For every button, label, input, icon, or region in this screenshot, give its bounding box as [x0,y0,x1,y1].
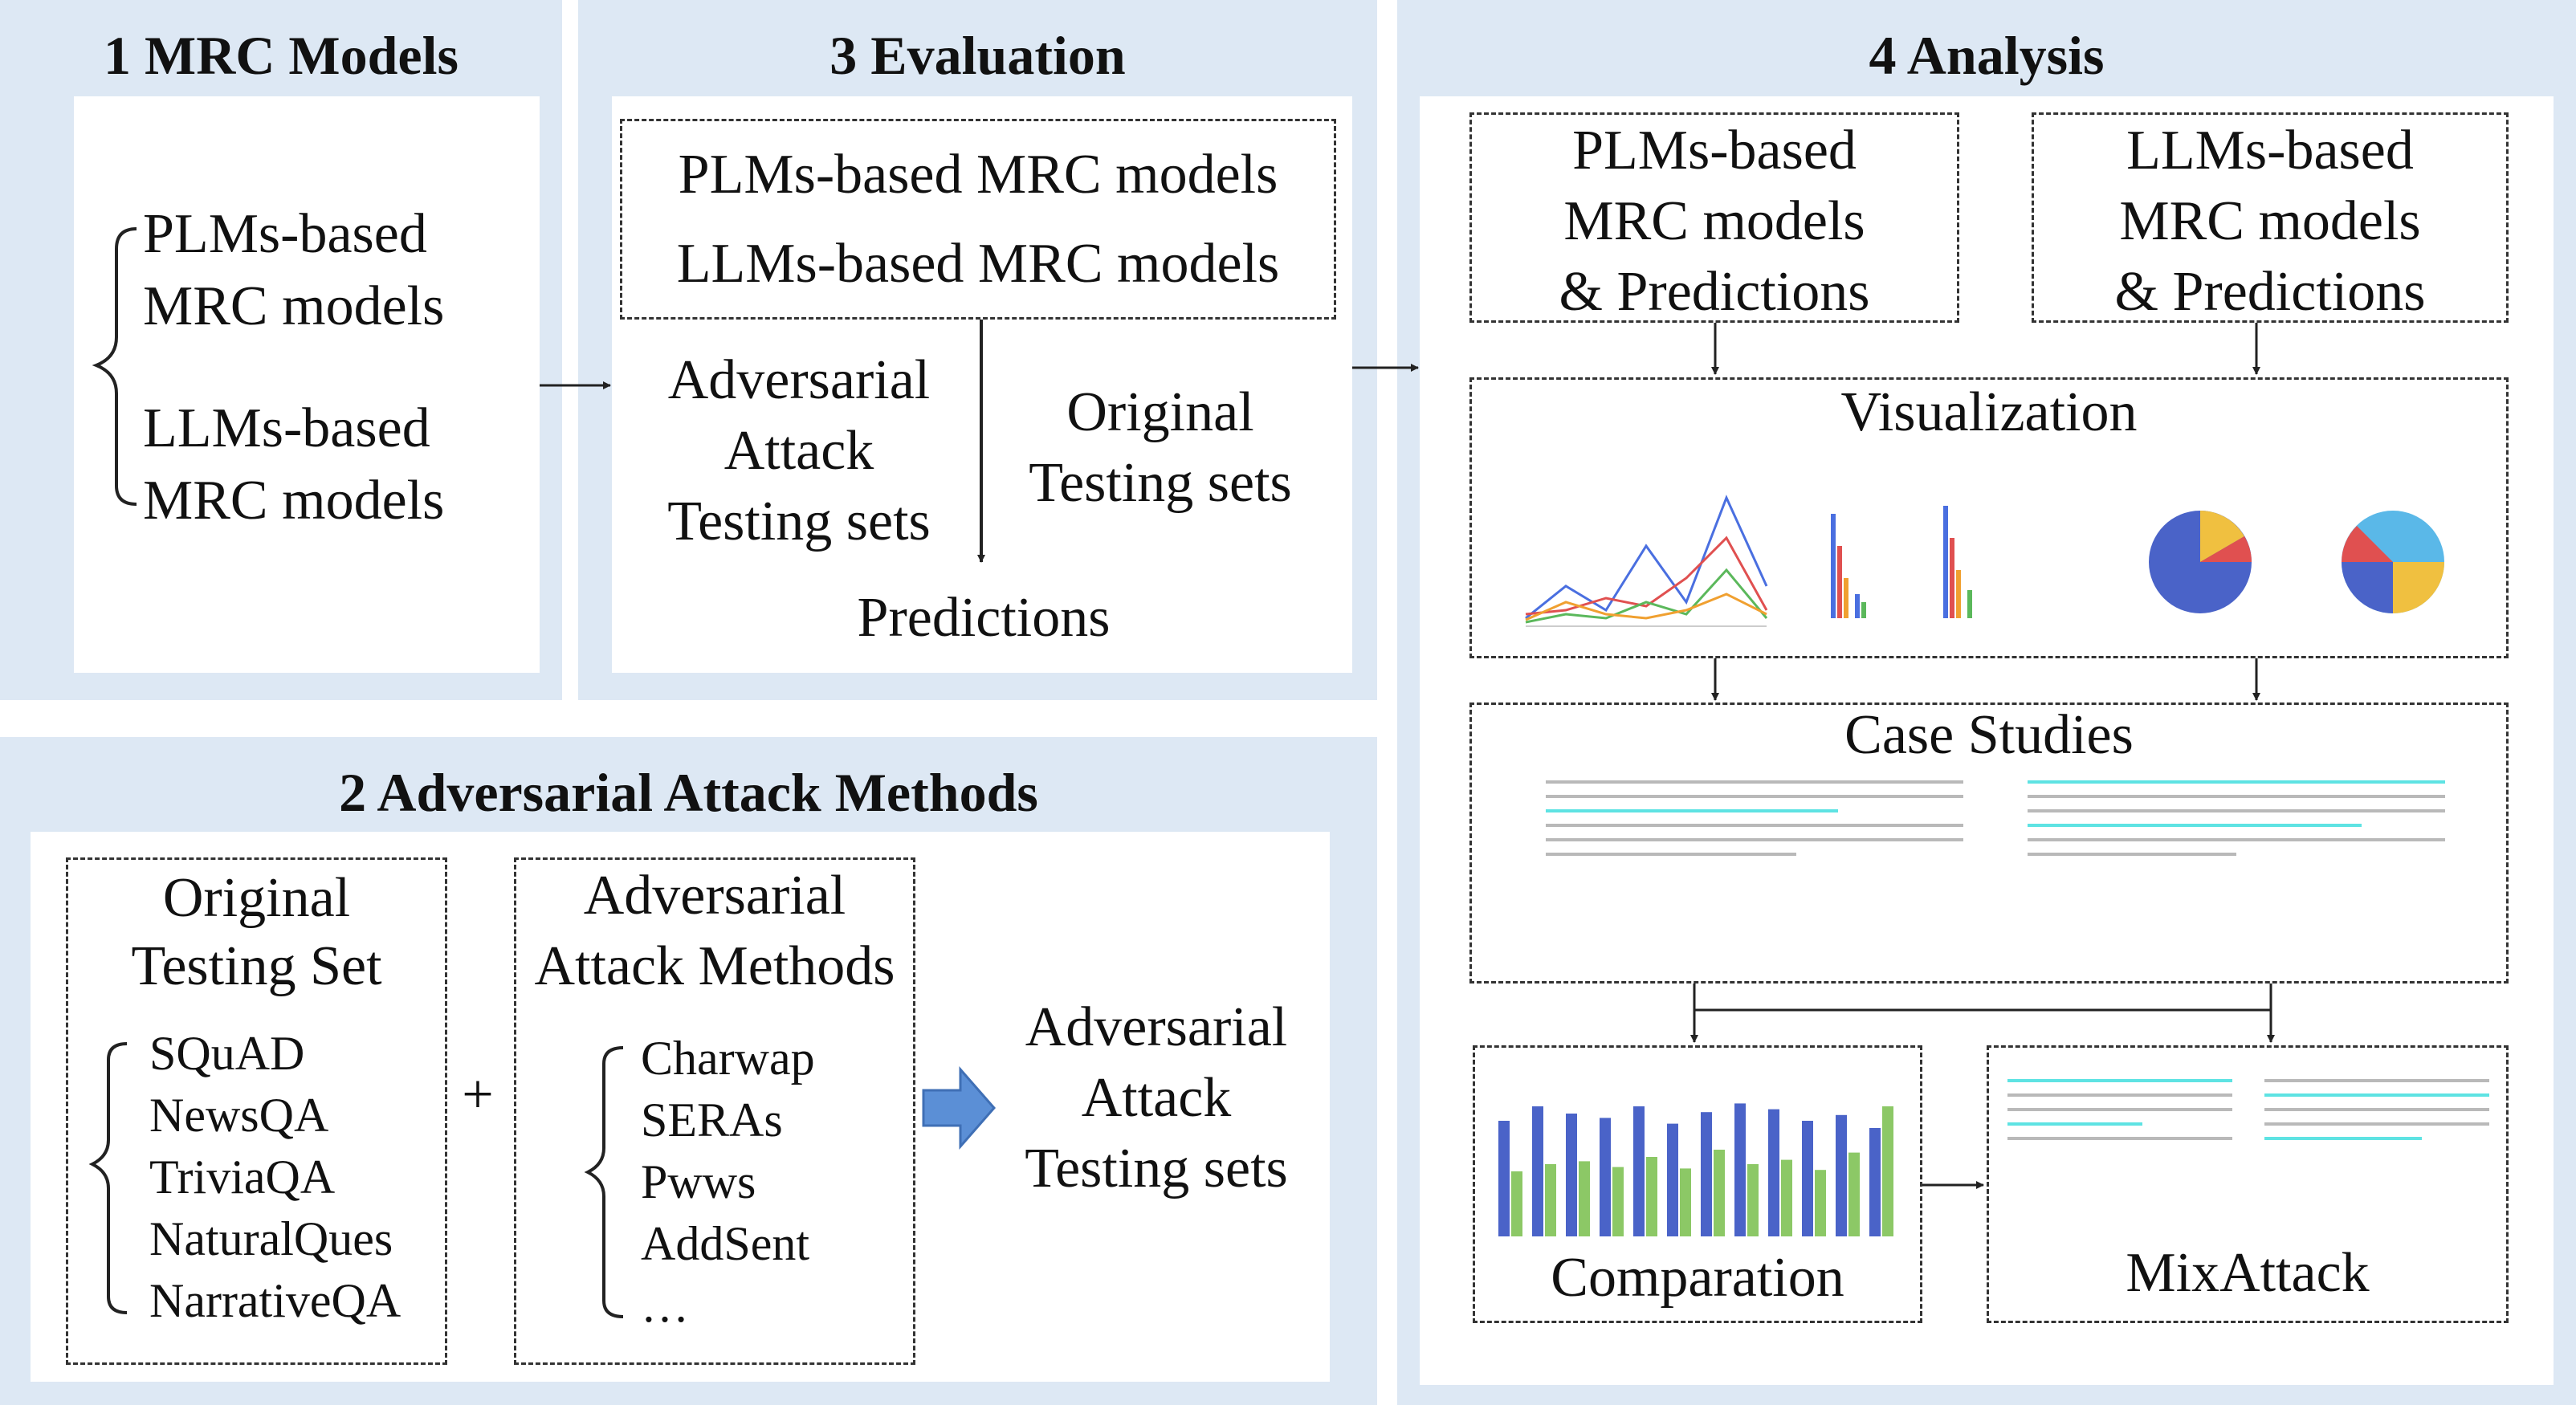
panel-mrc-models-title: 1 MRC Models [104,25,459,86]
evaluation-llm-models: LLMs-based MRC models [676,233,1280,295]
attack-methods-l2: Attack Methods [534,935,895,997]
panel-attack-methods-title: 2 Adversarial Attack Methods [339,762,1038,823]
thumb-bar [1882,1106,1893,1236]
original-testing-set-l2: Testing Set [131,935,382,997]
evaluation-models-box [620,119,1336,320]
mrc-llm-label-2: MRC models [143,470,445,531]
evaluation-adv-l3: Testing sets [667,491,931,552]
thumb-bar [1781,1159,1792,1236]
panel-mrc-models-body [74,96,540,673]
thumb-bar [1566,1114,1577,1236]
dataset-item: TriviaQA [149,1150,336,1203]
mixattack-left [2007,1068,2232,1151]
mixattack-label: MixAttack [2126,1242,2370,1304]
thumb-bar [1869,1128,1881,1236]
evaluation-predictions: Predictions [857,587,1111,649]
mixattack-right [2264,1068,2489,1151]
pie-charts-thumb [2149,511,2444,613]
original-testing-set-box [66,857,447,1365]
dataset-item: SQuAD [149,1027,305,1080]
visualization-label: Visualization [1840,381,2138,443]
attack-methods-l1: Adversarial [583,865,846,926]
plm-predictions-l1: PLMs-based [1572,120,1857,181]
llm-predictions-l3: & Predictions [2114,261,2426,323]
attack-methods-box [514,857,915,1365]
plus-sign: + [462,1064,494,1126]
thumb-bar [1747,1164,1759,1236]
thumb-bar [1532,1106,1543,1236]
thumb-bar [1612,1167,1624,1236]
bar-charts-thumb [1831,506,1972,618]
visualization-thumbnail [1494,450,2489,642]
llm-predictions-box [2032,112,2509,323]
thumb-bar [1680,1168,1691,1236]
result-l3: Testing sets [1025,1138,1288,1199]
mrc-llm-label-1: LLMs-based [143,397,430,459]
plm-predictions-box [1469,112,1959,323]
case-studies-label: Case Studies [1844,704,2134,766]
method-item: AddSent [641,1217,809,1270]
thumb-bar [1600,1118,1611,1236]
mrc-plm-label-1: PLMs-based [143,203,427,265]
case-studies-thumbnail [1546,769,2461,962]
thumb-bar [1848,1152,1860,1236]
panel-evaluation-title: 3 Evaluation [829,25,1126,86]
dataset-item: NaturalQues [149,1212,393,1265]
plm-predictions-l3: & Predictions [1559,261,1870,323]
llm-predictions-l2: MRC models [2119,190,2421,252]
thumb-bar [1545,1164,1556,1236]
thumb-bar [1815,1170,1826,1236]
evaluation-plm-models: PLMs-based MRC models [678,144,1278,206]
thumb-bar [1802,1121,1813,1236]
evaluation-orig-l1: Original [1066,381,1254,443]
method-item: Pwws [641,1155,756,1208]
method-item: SERAs [641,1093,783,1146]
evaluation-adv-l2: Attack [723,420,874,482]
case-study-left [1546,769,1963,867]
mixattack-thumbnail [2007,1068,2489,1228]
line-chart-thumb [1525,495,1768,627]
thumb-bar [1633,1106,1645,1236]
llm-predictions-l1: LLMs-based [2126,120,2414,181]
thumb-bar [1667,1123,1678,1236]
method-item: … [641,1279,689,1332]
result-l1: Adversarial [1025,996,1288,1058]
evaluation-orig-l2: Testing sets [1029,452,1292,514]
thumb-bar [1646,1157,1657,1236]
thumb-bar [1511,1171,1522,1236]
panel-analysis-title: 4 Analysis [1869,25,2105,86]
thumb-bar [1701,1112,1712,1236]
plm-predictions-l2: MRC models [1563,190,1865,252]
comparation-thumbnail [1482,1068,1913,1244]
dataset-item: NewsQA [149,1089,329,1142]
case-study-right [2028,769,2445,867]
method-item: Charwap [641,1032,815,1085]
original-testing-set-l1: Original [162,867,351,929]
thumb-bar [1714,1150,1725,1236]
evaluation-adv-l1: Adversarial [667,349,931,411]
comparation-label: Comparation [1551,1247,1844,1309]
comparation-bars [1498,1103,1893,1236]
dataset-item: NarrativeQA [149,1274,401,1327]
thumb-bar [1768,1109,1779,1236]
result-l2: Attack [1081,1067,1232,1129]
mrc-plm-label-2: MRC models [143,275,445,337]
thumb-bar [1836,1114,1847,1236]
thumb-bar [1579,1161,1590,1236]
thumb-bar [1498,1121,1510,1236]
thumb-bar [1734,1103,1746,1236]
visualization-thumbnail-graphics [1525,495,2444,627]
